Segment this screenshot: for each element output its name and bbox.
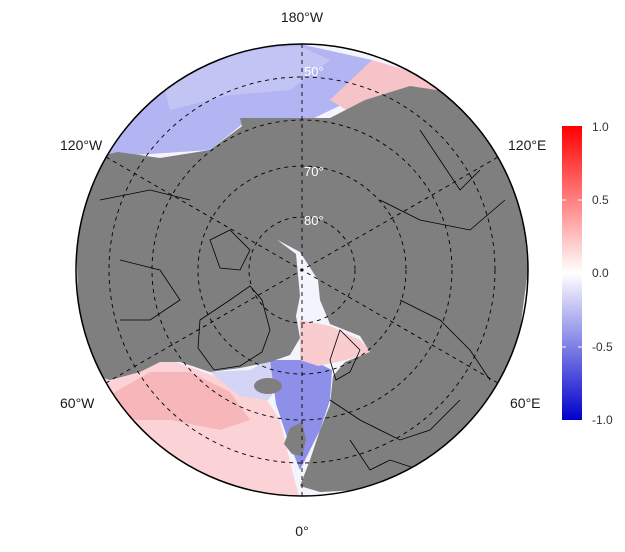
north-atlantic-anomaly-strong (110, 372, 250, 430)
lat-50-circle (108, 76, 496, 464)
coastlines (99, 129, 506, 471)
colorbar-tick-label: 0.5 (592, 193, 609, 207)
lon-label-0: 0° (295, 523, 308, 539)
lat-label-80: 80° (304, 213, 324, 228)
north-sea-anomaly (270, 360, 332, 470)
lon-label-60w: 60°W (60, 395, 95, 411)
lon-label-60e: 60°E (510, 395, 541, 411)
colorbar-tick-label: 1.0 (592, 120, 609, 134)
colorbar-tick-label: -0.5 (592, 340, 613, 354)
lon-label-120e: 120°E (508, 137, 546, 153)
british-isles-land (284, 422, 306, 456)
colorbar-gradient (562, 126, 582, 420)
lon-label-180w: 180°W (281, 9, 324, 25)
colorbar: 1.0 0.5 0.0 -0.5 -1.0 (562, 120, 613, 427)
colorbar-tick-label: -1.0 (592, 413, 613, 427)
lat-label-70: 70° (304, 164, 324, 179)
lat-label-50: 50° (304, 64, 324, 79)
iceland-land (254, 378, 282, 394)
meridian-60w-120e (105, 156, 499, 384)
colorbar-tick-label: 0.0 (592, 266, 609, 280)
eurasia-land (240, 86, 528, 492)
colorbar-ticks (562, 199, 582, 348)
lon-label-120w: 120°W (60, 137, 103, 153)
map-frame (75, 43, 529, 497)
map-disc (76, 44, 528, 496)
north-america-land (76, 124, 300, 380)
lat-80-circle (248, 216, 356, 324)
graticule (105, 44, 499, 496)
